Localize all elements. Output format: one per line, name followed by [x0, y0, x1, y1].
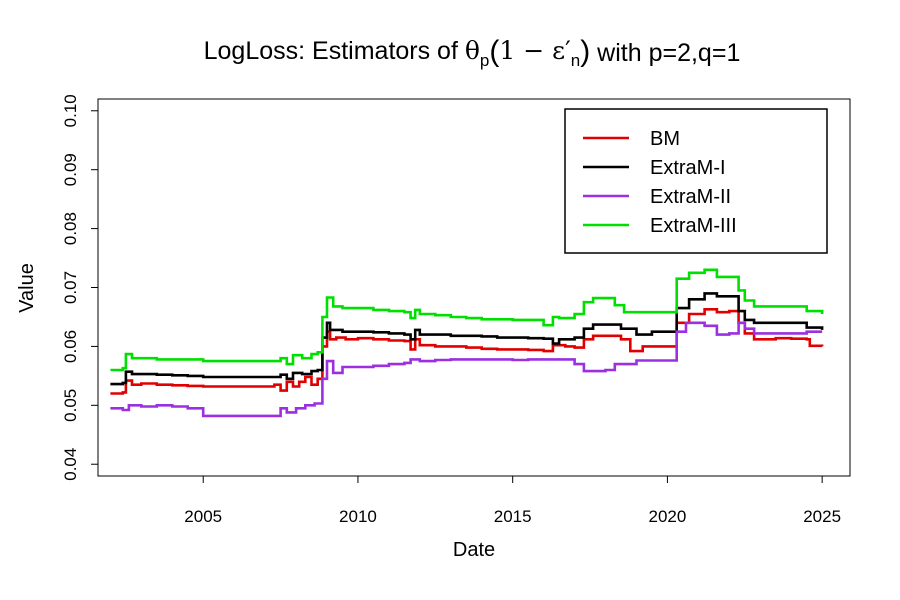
- title-expression: 1 − ε′: [499, 36, 571, 65]
- legend-label-extram-iii: ExtraM-III: [650, 215, 737, 237]
- series-lines: [110, 268, 824, 418]
- title-suffix: with p=2,q=1: [590, 39, 740, 67]
- legend-label-extram-ii: ExtraM-II: [650, 186, 731, 208]
- x-tick-label: 2020: [649, 507, 687, 526]
- y-tick-label: 0.10: [61, 94, 80, 127]
- x-axis: 2005 2010 2015 2020 2025: [184, 475, 841, 526]
- title-expression-subscript: n: [571, 51, 580, 70]
- y-tick-label: 0.07: [61, 271, 80, 304]
- y-axis: 0.04 0.05 0.06 0.07 0.08 0.09 0.10: [61, 94, 99, 481]
- y-tick-label: 0.06: [61, 330, 80, 363]
- x-tick-label: 2015: [494, 507, 532, 526]
- x-axis-label: Date: [453, 539, 495, 561]
- x-tick-label: 2005: [184, 507, 222, 526]
- y-tick-label: 0.09: [61, 153, 80, 186]
- title-paren-open: (: [489, 35, 499, 68]
- series-line-extram-ii: [110, 321, 823, 418]
- title-theta-subscript: p: [480, 51, 489, 70]
- series-line-bm: [110, 308, 824, 395]
- x-tick-label: 2025: [803, 507, 841, 526]
- y-tick-label: 0.08: [61, 212, 80, 245]
- y-axis-label: Value: [16, 263, 38, 313]
- legend-label-bm: BM: [650, 128, 680, 150]
- series-line-extram-i: [110, 292, 824, 386]
- title-prefix: LogLoss: Estimators of: [204, 37, 465, 65]
- legend-box: [564, 108, 828, 254]
- y-tick-label: 0.05: [61, 389, 80, 422]
- series-line-extram-iii: [110, 268, 824, 372]
- legend-label-extram-i: ExtraM-I: [650, 157, 726, 179]
- y-tick-label: 0.04: [61, 448, 80, 481]
- title-paren-close: ): [580, 35, 590, 68]
- x-tick-label: 2010: [339, 507, 377, 526]
- title-theta: θ: [465, 36, 480, 65]
- chart-title: LogLoss: Estimators of θp(1 − ε′n) with …: [204, 35, 741, 70]
- legend: BM ExtraM-I ExtraM-II ExtraM-III: [564, 108, 828, 254]
